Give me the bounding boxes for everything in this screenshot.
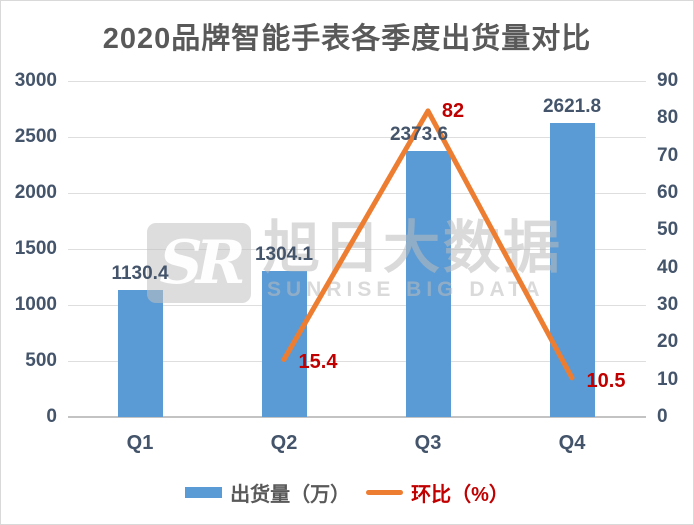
category-label: Q2	[270, 432, 298, 454]
right-axis-tick: 40	[657, 256, 679, 278]
category-label: Q3	[414, 432, 442, 454]
bar-value-label: 2373.6	[389, 124, 449, 146]
category-label: Q1	[126, 432, 154, 454]
right-axis-tick: 30	[657, 294, 679, 315]
right-axis-tick: 0	[657, 406, 668, 427]
chart-title: 2020品牌智能手表各季度出货量对比	[102, 23, 592, 55]
legend-label-ratio: 环比（%）	[411, 483, 509, 506]
bar-value-label: 1130.4	[111, 263, 169, 285]
right-axis-tick: 70	[657, 144, 679, 166]
bar	[261, 270, 307, 417]
bar-value-label: 1304.1	[254, 243, 314, 265]
bar-swatch-icon	[185, 486, 223, 498]
right-axis-tick: 50	[657, 219, 679, 241]
right-axis-tick: 20	[657, 331, 679, 353]
line-value-label: 82	[441, 99, 465, 122]
gridline	[68, 416, 646, 418]
category-label: Q4	[558, 432, 586, 454]
right-axis-tick: 60	[657, 182, 679, 203]
right-axis-tick: 80	[657, 107, 679, 129]
legend: 出货量（万） 环比（%）	[1, 477, 693, 507]
left-axis-tick: 2500	[14, 126, 57, 147]
line-value-label: 15.4	[298, 350, 338, 373]
bar	[405, 151, 451, 417]
bar	[117, 290, 163, 417]
line-swatch-icon	[366, 489, 404, 495]
left-axis-tick: 1000	[14, 294, 57, 315]
left-axis-tick: 500	[25, 350, 57, 371]
left-axis-tick: 1500	[14, 238, 57, 259]
legend-item-ratio: 环比（%）	[366, 478, 509, 507]
right-axis-tick: 10	[657, 368, 679, 390]
bar-value-label: 2621.8	[542, 96, 602, 118]
left-axis-tick: 3000	[14, 70, 57, 91]
right-axis-tick: 90	[657, 70, 679, 91]
left-axis-tick: 0	[46, 406, 57, 427]
legend-item-shipments: 出货量（万）	[185, 478, 350, 507]
left-axis-tick: 2000	[14, 182, 57, 203]
line-value-label: 10.5	[586, 369, 626, 392]
legend-label-shipments: 出货量（万）	[230, 483, 351, 506]
gridline	[68, 80, 646, 82]
